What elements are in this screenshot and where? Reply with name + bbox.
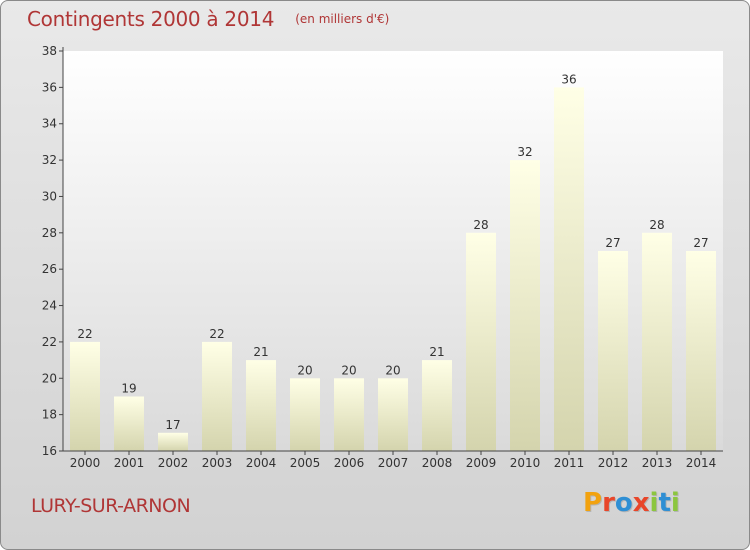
y-tick-label: 34	[42, 117, 57, 131]
value-label-2003: 22	[209, 327, 224, 341]
bars-group	[70, 87, 716, 452]
y-tick-label: 22	[42, 335, 57, 349]
y-axis: 16 18 20 22 24 26 28 30 32 34 36 38	[42, 44, 64, 458]
value-label-2001: 19	[121, 382, 136, 396]
x-tick-label-2011: 2011	[554, 456, 585, 470]
value-label-2002: 17	[165, 418, 180, 432]
x-tick-label-2013: 2013	[642, 456, 673, 470]
y-tick-label: 38	[42, 44, 57, 58]
x-tick-label-2012: 2012	[598, 456, 629, 470]
bar-2004	[246, 360, 276, 451]
y-tick-label: 32	[42, 153, 57, 167]
logo-letter: i	[670, 488, 680, 518]
value-label-2008: 21	[429, 345, 444, 359]
bar-2013	[642, 232, 672, 451]
x-tick-label-2000: 2000	[70, 456, 101, 470]
bar-2003	[202, 341, 232, 451]
x-tick-label-2009: 2009	[466, 456, 497, 470]
value-label-2005: 20	[297, 363, 312, 377]
bar-2006	[334, 378, 364, 451]
value-label-2010: 32	[517, 145, 532, 159]
value-label-2012: 27	[605, 236, 620, 250]
y-tick-label: 24	[42, 299, 57, 313]
chart-subtitle: (en milliers d'€)	[295, 12, 390, 26]
x-tick-label-2007: 2007	[378, 456, 409, 470]
bar-2012	[598, 251, 628, 451]
bar-2008	[422, 360, 452, 451]
x-tick-label-2004: 2004	[246, 456, 277, 470]
x-tick-label-2005: 2005	[290, 456, 321, 470]
value-label-2007: 20	[385, 363, 400, 377]
logo-letter: o	[614, 488, 633, 518]
y-tick-label: 28	[42, 226, 57, 240]
value-label-2009: 28	[473, 218, 488, 232]
logo-letter: i	[649, 488, 659, 518]
bar-2011	[554, 87, 584, 452]
value-label-2006: 20	[341, 363, 356, 377]
logo-letter: P	[583, 488, 603, 518]
value-label-2014: 27	[693, 236, 708, 250]
value-label-2004: 21	[253, 345, 268, 359]
bar-2007	[378, 378, 408, 451]
x-axis: 2000 2001 2002 2003 2004 2005 2006 2007 2008 2009…	[63, 450, 723, 470]
y-tick-label: 30	[42, 189, 57, 203]
y-tick-label: 16	[42, 444, 57, 458]
y-tick-label: 26	[42, 262, 57, 276]
bar-2001	[114, 396, 144, 451]
bar-2010	[510, 160, 540, 451]
y-tick-label: 36	[42, 80, 57, 94]
logo-letter: t	[658, 488, 671, 518]
x-tick-label-2014: 2014	[686, 456, 717, 470]
logo-letter: r	[602, 488, 615, 518]
value-label-2011: 36	[561, 72, 576, 86]
value-label-2013: 28	[649, 218, 664, 232]
proxiti-logo: Proxiti	[583, 488, 680, 518]
commune-name: LURY-SUR-ARNON	[31, 495, 191, 517]
y-tick-label: 18	[42, 408, 57, 422]
bar-2009	[466, 232, 496, 451]
value-label-2000: 22	[77, 327, 92, 341]
title-row: Contingents 2000 à 2014 (en milliers d'€…	[27, 7, 389, 31]
logo-letter: x	[632, 488, 650, 518]
bar-2000	[70, 341, 100, 451]
y-tick-label: 20	[42, 371, 57, 385]
value-labels-group: 22 19 17 22 21 20 20 20 21 28 32 36 27 28 27	[77, 72, 708, 431]
bar-2014	[686, 251, 716, 451]
x-tick-label-2010: 2010	[510, 456, 541, 470]
x-tick-label-2006: 2006	[334, 456, 365, 470]
x-tick-label-2008: 2008	[422, 456, 453, 470]
chart-title: Contingents 2000 à 2014	[27, 7, 275, 31]
x-tick-label-2001: 2001	[114, 456, 145, 470]
x-tick-label-2003: 2003	[202, 456, 233, 470]
bar-2005	[290, 378, 320, 451]
bar-2002	[158, 432, 188, 451]
x-tick-label-2002: 2002	[158, 456, 189, 470]
